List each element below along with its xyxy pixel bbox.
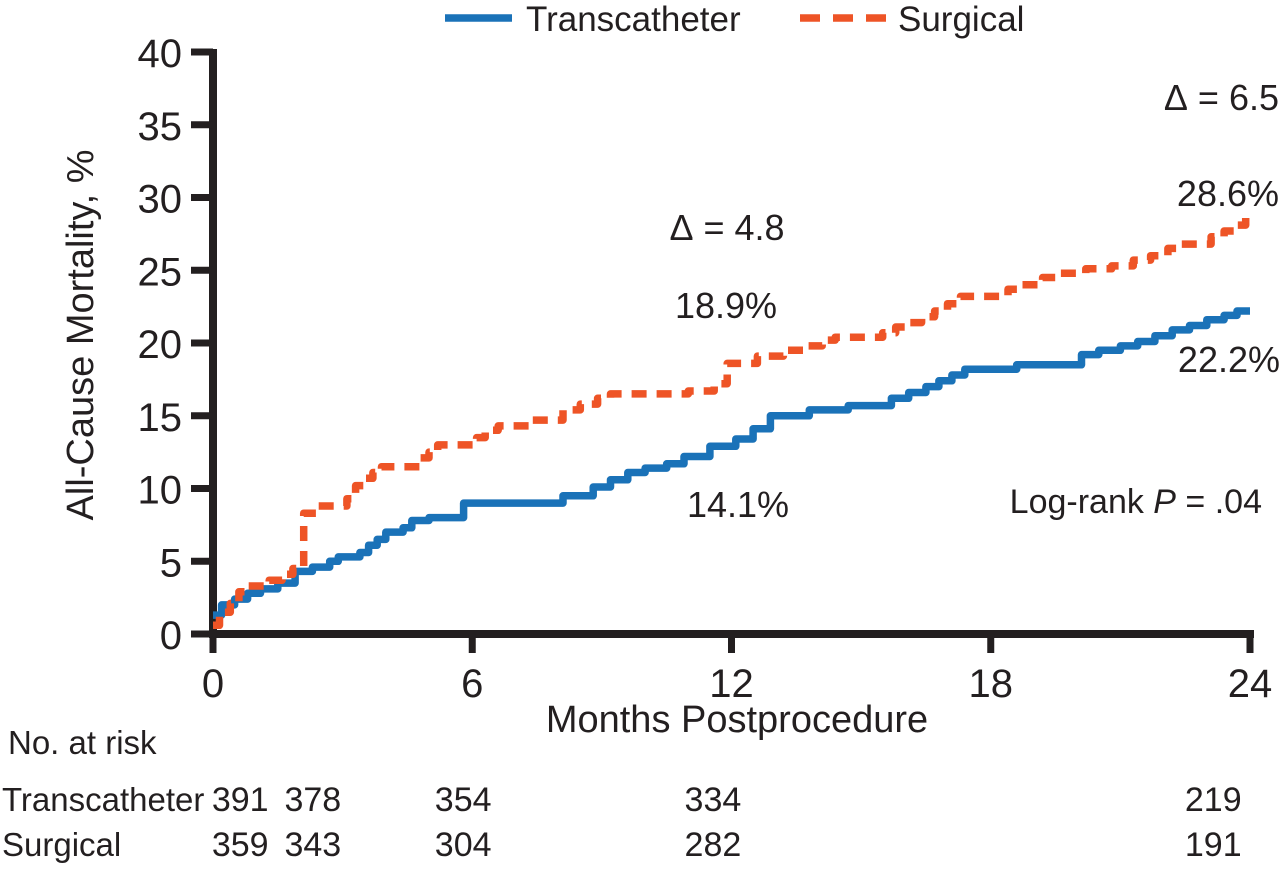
risk-value: 359 [212, 826, 269, 864]
legend: Transcatheter Surgical [445, 0, 1024, 39]
annotations: Δ = 4.8 18.9% 14.1% Δ = 6.5 28.6% 22.2% … [669, 77, 1280, 525]
y-tick-label: 25 [138, 250, 183, 294]
x-tick-label: 6 [461, 662, 483, 706]
transcatheter-12mo-value: 14.1% [687, 484, 789, 525]
series-path-surgical [213, 214, 1250, 630]
risk-row-label-surgical: Surgical [2, 826, 121, 863]
y-tick-label: 10 [138, 469, 183, 513]
risk-row-label-transcatheter: Transcatheter [2, 781, 204, 818]
risk-table-heading: No. at risk [8, 724, 157, 761]
survival-curves [213, 214, 1250, 630]
x-tick-label: 0 [202, 662, 224, 706]
legend-label-transcatheter: Transcatheter [526, 0, 741, 39]
y-tick-label: 35 [138, 105, 183, 149]
series-path-transcatheter [213, 307, 1250, 619]
axes: 0 5 10 15 20 25 30 35 40 0 6 12 18 24 [138, 32, 1273, 706]
log-rank-p-value: Log-rank P = .04 [1010, 483, 1262, 521]
log-rank-prefix: Log-rank [1010, 483, 1154, 521]
y-tick-label: 30 [138, 178, 183, 222]
y-tick-label: 40 [138, 32, 183, 76]
risk-value: 282 [685, 826, 742, 864]
y-tick-label: 5 [160, 541, 182, 585]
risk-value: 191 [1185, 826, 1242, 864]
risk-value: 391 [212, 781, 269, 819]
x-tick-label: 24 [1228, 662, 1273, 706]
risk-value: 354 [435, 781, 492, 819]
log-rank-stat: P [1153, 483, 1176, 521]
transcatheter-24mo-value: 22.2% [1178, 339, 1280, 380]
y-tick-label: 20 [138, 323, 183, 367]
log-rank-value: = .04 [1176, 483, 1262, 521]
risk-value: 343 [284, 826, 341, 864]
y-tick-label: 0 [160, 614, 182, 658]
risk-value: 219 [1185, 781, 1242, 819]
surgical-24mo-value: 28.6% [1177, 173, 1279, 214]
delta-24mo-label: Δ = 6.5 [1164, 77, 1279, 118]
y-tick-label: 15 [138, 396, 183, 440]
legend-label-surgical: Surgical [898, 0, 1024, 39]
y-axis-title: All-Cause Mortality, % [60, 150, 102, 521]
delta-12mo-label: Δ = 4.8 [669, 207, 784, 248]
risk-value: 378 [284, 781, 341, 819]
risk-table: No. at risk Transcatheter Surgical 391 37… [2, 724, 1242, 864]
surgical-12mo-value: 18.9% [675, 285, 777, 326]
risk-values: 391 378 354 334 219 359 343 304 282 191 [212, 781, 1242, 864]
x-tick-label: 12 [709, 662, 754, 706]
risk-value: 334 [685, 781, 742, 819]
risk-value: 304 [435, 826, 492, 864]
x-axis-title: Months Postprocedure [546, 699, 928, 741]
x-tick-label: 18 [969, 662, 1014, 706]
